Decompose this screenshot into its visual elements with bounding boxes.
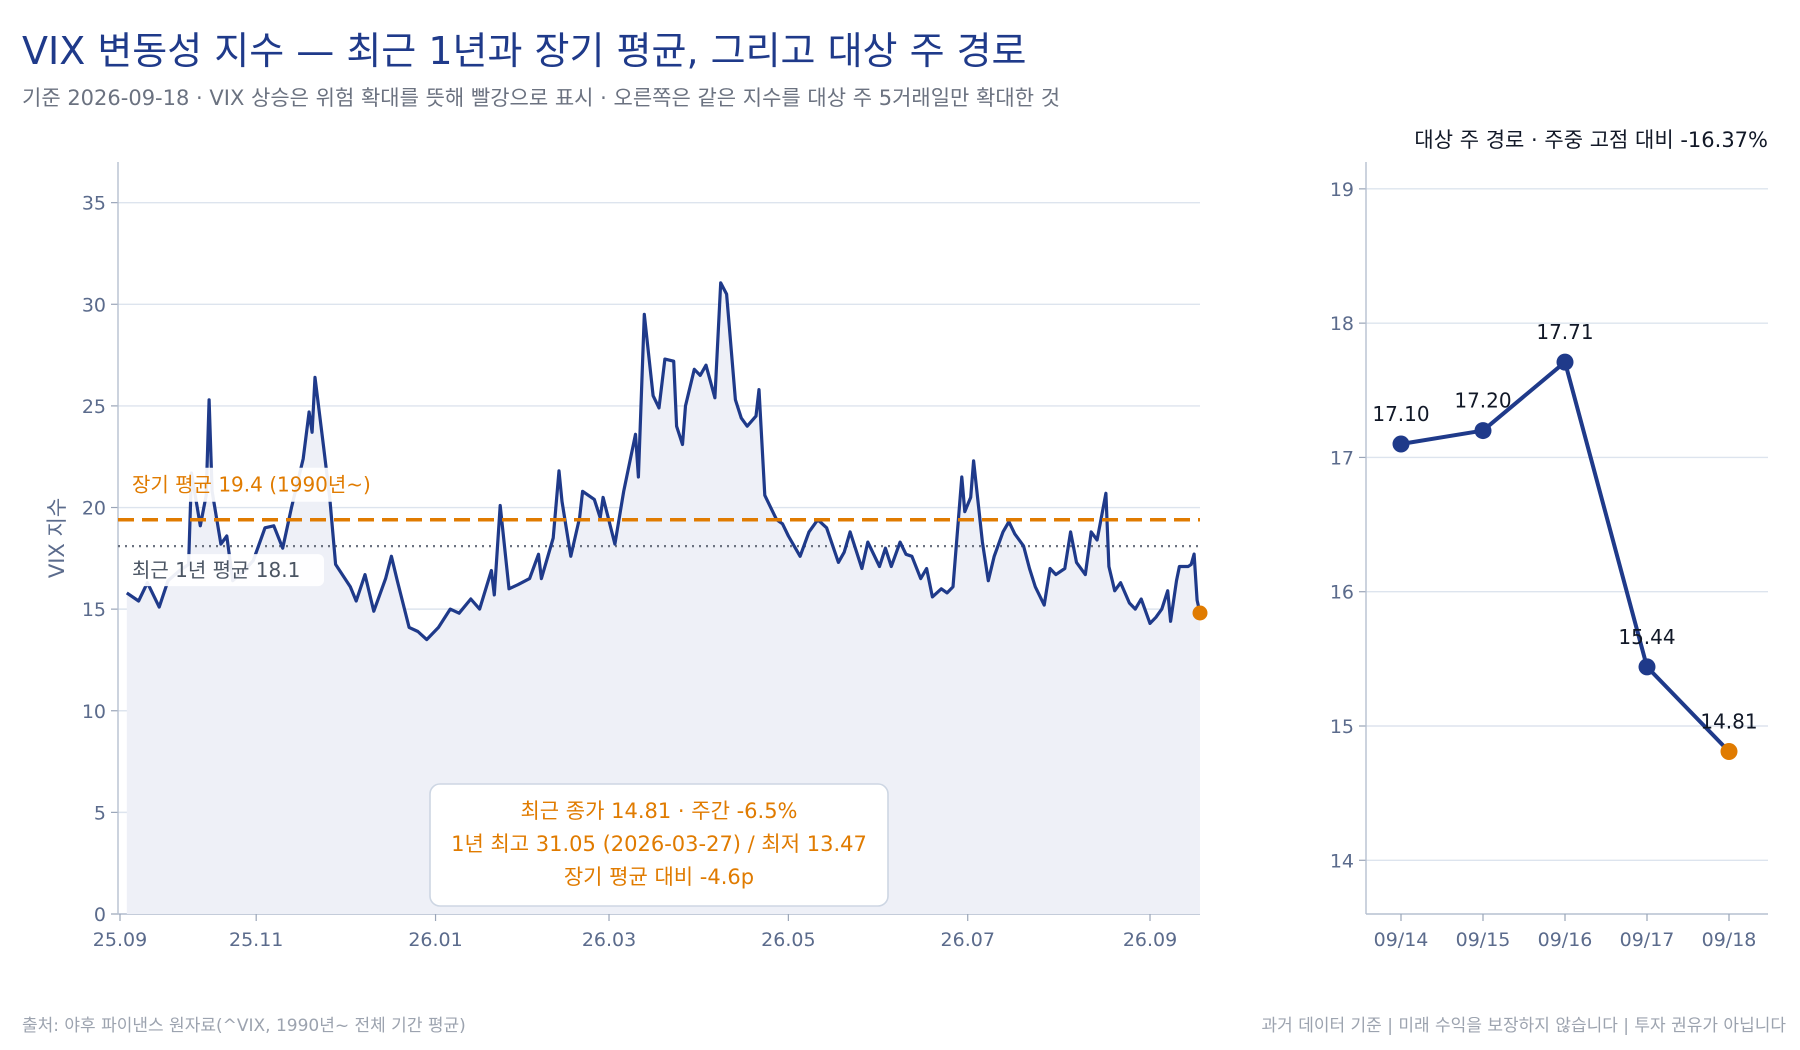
x-tick-label: 26.09 [1123,929,1177,951]
week-last-point [1720,743,1738,761]
y-tick-label: 35 [82,193,106,215]
x-tick-label: 25.11 [229,929,283,951]
week-chart-title: 대상 주 경로 · 주중 고점 대비 -16.37% [1414,128,1768,152]
y-tick-label: 19 [1330,179,1354,201]
series-area [126,282,1200,914]
source-note: 출처: 야후 파이낸스 원자료(^VIX, 1990년~ 전체 기간 평균) [22,1016,466,1036]
week-point [1474,422,1492,440]
summary-box [429,783,889,907]
y-tick-label: 15 [1330,716,1354,738]
series-line [125,281,1202,642]
y-tick-label: 25 [82,396,106,418]
y-tick-label: 17 [1330,447,1354,469]
week-data-label: 17.10 [1372,402,1429,426]
week-point [1392,435,1410,453]
summary-line: 1년 최고 31.05 (2026-03-27) / 최저 13.47 [451,832,867,856]
x-tick-label: 09/16 [1538,929,1593,951]
summary-line: 장기 평균 대비 -4.6p [564,865,754,889]
x-tick-label: 26.03 [582,929,636,951]
week-data-label: 17.20 [1454,389,1511,413]
x-tick-label: 09/17 [1620,929,1675,951]
y-tick-label: 5 [94,802,106,824]
y-tick-label: 0 [94,904,106,926]
x-tick-label: 25.09 [93,929,147,951]
y-tick-label: 20 [82,498,106,520]
y-tick-label: 16 [1330,582,1354,604]
y-tick-label: 15 [82,599,106,621]
summary-line: 최근 종가 14.81 · 주간 -6.5% [520,799,797,823]
page-subtitle: 기준 2026-09-18 · VIX 상승은 위험 확대를 뜻해 빨강으로 표… [22,86,1061,110]
last-point-marker [1192,605,1208,621]
year-average-label: 최근 1년 평균 18.1 [132,558,300,582]
year-average-label-box [124,554,324,587]
y-tick-label: 14 [1330,850,1354,872]
page-title: VIX 변동성 지수 — 최근 1년과 장기 평균, 그리고 대상 주 경로 [22,29,1027,73]
week-point [1638,658,1656,676]
x-tick-label: 26.01 [408,929,462,951]
x-tick-label: 26.05 [761,929,815,951]
y-tick-label: 18 [1330,313,1354,335]
x-tick-label: 09/14 [1374,929,1429,951]
week-data-label: 14.81 [1700,710,1757,734]
week-point [1556,353,1574,371]
week-data-label: 17.71 [1536,320,1593,344]
x-tick-label: 09/15 [1456,929,1511,951]
long-average-label-box [124,467,386,502]
week-data-label: 15.44 [1618,625,1675,649]
disclaimer-note: 과거 데이터 기준 | 미래 수익을 보장하지 않습니다 | 투자 권유가 아닙… [1261,1016,1786,1036]
x-tick-label: 26.07 [941,929,995,951]
x-tick-label: 09/18 [1702,929,1757,951]
week-series-line [1400,360,1731,753]
y-axis-label: VIX 지수 [45,498,69,578]
y-tick-label: 30 [82,294,106,316]
long-average-label: 장기 평균 19.4 (1990년~) [132,473,371,497]
y-tick-label: 10 [82,701,106,723]
